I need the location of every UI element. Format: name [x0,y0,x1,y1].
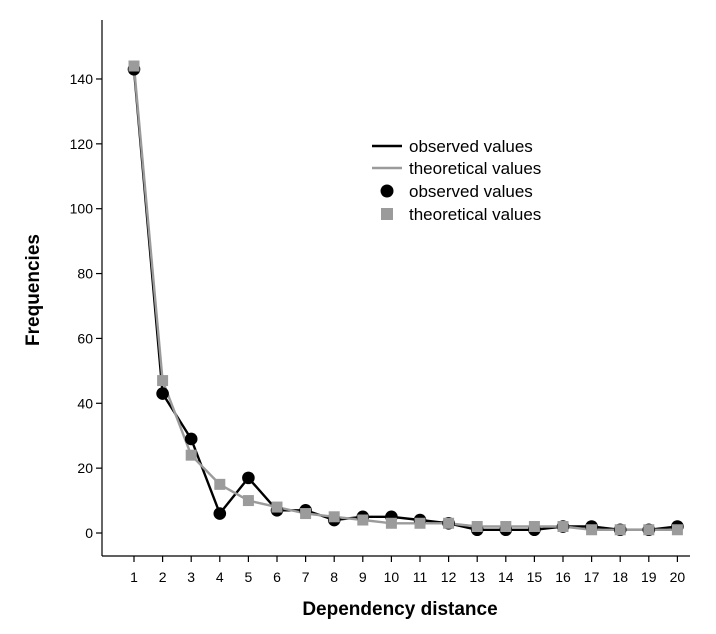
theoretical-point [471,521,483,533]
y-tick-label: 20 [77,460,93,476]
observed-point [242,471,255,485]
theoretical-point [185,449,197,461]
legend-label-observed-line: observed values [409,137,533,156]
theoretical-point [443,517,455,529]
theoretical-point [214,478,226,490]
x-tick-label: 17 [584,569,600,585]
x-tick-label: 16 [555,569,571,585]
theoretical-point [385,517,397,529]
theoretical-point [414,517,426,529]
x-tick-label: 1 [130,569,138,585]
x-tick-label: 20 [670,569,686,585]
x-tick-label: 14 [498,569,514,585]
observed-point [213,507,227,520]
y-tick-label: 140 [70,71,94,87]
theoretical-point [614,524,626,536]
theoretical-point [328,511,340,523]
x-tick-label: 18 [612,569,628,585]
legend: observed values theoretical values obser… [372,137,541,224]
y-tick-label: 60 [77,330,93,346]
y-tick-label: 0 [85,525,93,541]
theoretical-point [557,521,569,533]
axes [101,20,690,557]
theoretical-point [671,524,683,536]
y-tick-label: 120 [70,136,94,152]
theoretical-point [128,60,140,72]
x-tick-label: 3 [187,569,195,585]
x-tick-label: 19 [641,569,657,585]
x-tick-label: 15 [527,569,543,585]
x-tick-label: 4 [216,569,224,585]
theoretical-point [586,524,598,536]
y-ticks: 0 20 40 60 80 100 120 140 [70,71,102,541]
x-tick-label: 7 [302,569,310,585]
x-tick-label: 11 [413,569,428,585]
theoretical-point [357,514,369,526]
theoretical-point [500,521,512,533]
x-tick-label: 6 [273,569,281,585]
theoretical-point [242,495,254,507]
legend-label-theoretical-marker: theoretical values [409,205,541,224]
observed-point [184,432,198,446]
y-tick-label: 40 [77,395,93,411]
theoretical-point [528,521,540,533]
x-tick-label: 8 [330,569,338,585]
x-ticks: 1 2 3 4 5 6 7 8 9 10 11 12 13 14 15 16 17 18 19 20 [130,556,685,585]
theoretical-point [643,524,655,536]
legend-marker-observed-swatch [380,184,394,198]
x-tick-label: 2 [159,569,167,585]
x-tick-label: 5 [245,569,253,585]
y-axis-title: Frequencies [23,234,44,346]
x-axis-title: Dependency distance [302,599,497,620]
legend-label-observed-marker: observed values [409,182,533,201]
theoretical-point [157,375,169,387]
x-tick-label: 9 [359,569,367,585]
y-tick-label: 80 [77,266,93,282]
series [127,60,684,537]
x-tick-label: 13 [469,569,485,585]
theoretical-point [271,501,283,513]
x-tick-label: 10 [384,569,400,585]
observed-point [156,387,169,400]
theoretical-series-line [132,64,679,531]
legend-marker-theoretical-swatch [381,208,393,220]
theoretical-point [300,508,312,520]
x-tick-label: 12 [441,569,457,585]
y-tick-label: 100 [70,201,94,217]
legend-label-theoretical-line: theoretical values [409,159,541,178]
observed-series-line [132,68,679,531]
